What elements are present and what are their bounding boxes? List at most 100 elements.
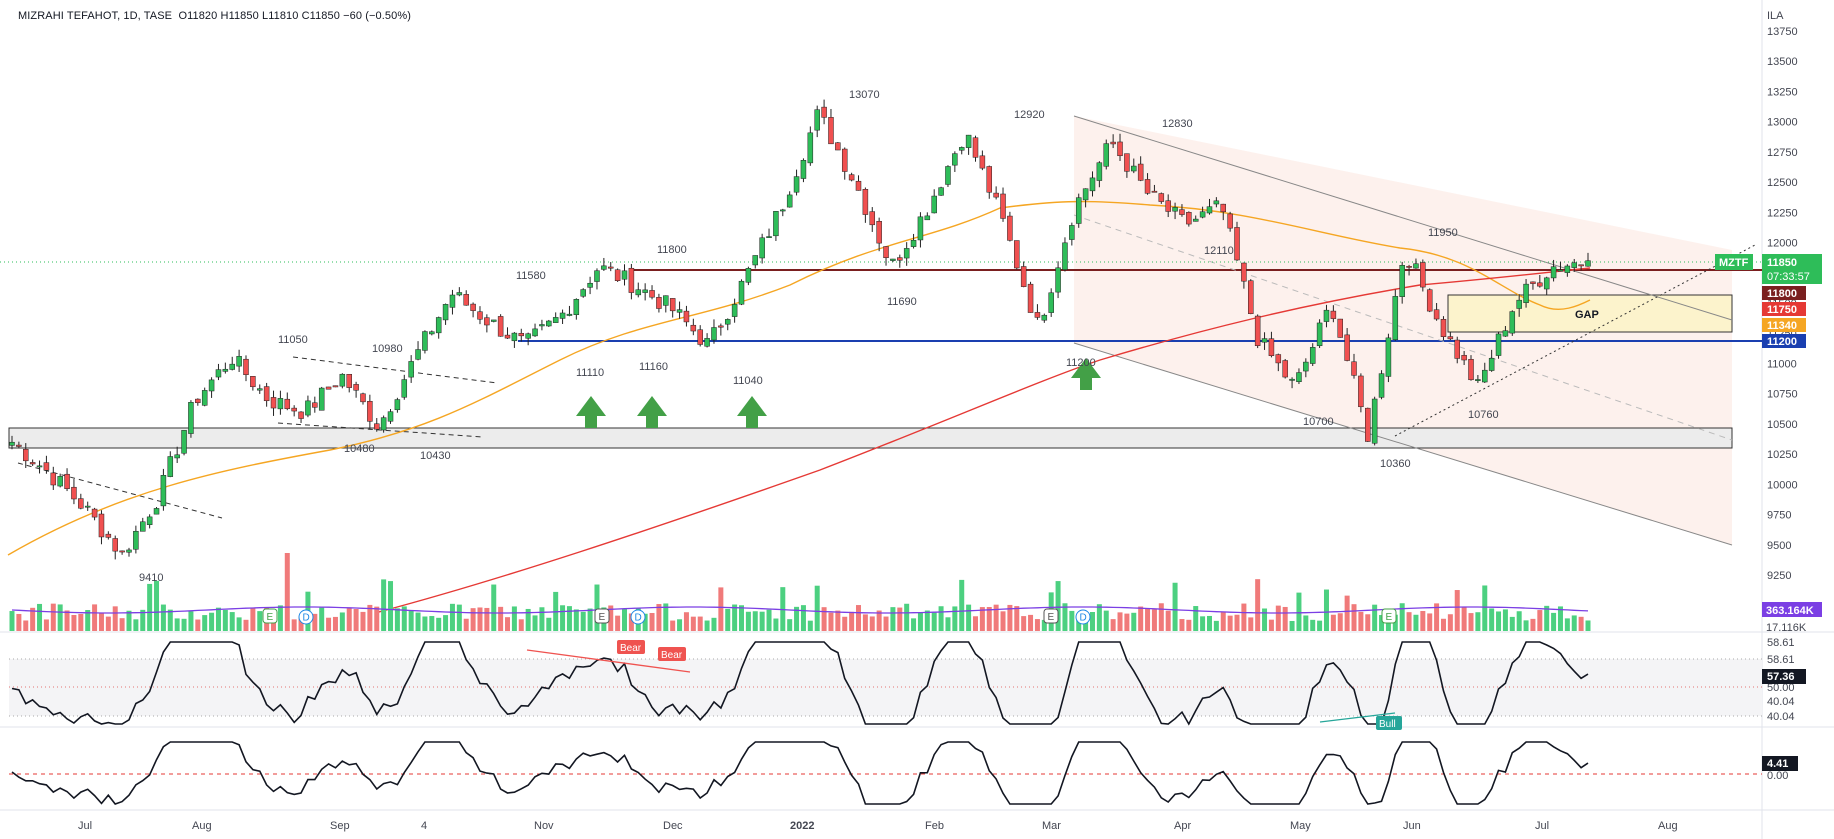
candle (360, 393, 366, 403)
candle (663, 295, 669, 306)
volume-bar (663, 603, 669, 631)
svg-text:Feb: Feb (925, 820, 944, 832)
volume-bar (525, 608, 531, 631)
candle (236, 356, 242, 367)
rsi-value-tag: 57.36 (1767, 671, 1795, 683)
volume-bar (23, 620, 29, 631)
candle (449, 294, 456, 308)
candle (29, 462, 36, 465)
volume-bar (167, 609, 173, 631)
candle (1406, 266, 1412, 268)
candle (1482, 369, 1488, 383)
volume-bar (298, 616, 304, 631)
candle (456, 292, 463, 296)
volume-bar (188, 611, 194, 631)
support-arrows (576, 358, 1101, 428)
volume-bar (1434, 603, 1440, 631)
candle (270, 397, 277, 409)
interval: 1D (123, 10, 138, 22)
volume-bar (1275, 605, 1281, 631)
candle (36, 465, 43, 468)
low-label: 11690 (887, 296, 917, 308)
low-label: 10700 (1303, 416, 1334, 428)
candle (1020, 266, 1027, 287)
volume-bar (1585, 620, 1591, 631)
low-label: 9410 (139, 572, 163, 584)
volume-bar (1213, 620, 1219, 631)
candle (1303, 361, 1309, 372)
candle (855, 180, 862, 191)
volume-bar (1475, 612, 1481, 631)
svg-text:2022: 2022 (790, 820, 814, 832)
candle (291, 407, 297, 412)
volume-bar (1248, 617, 1254, 631)
candle (945, 166, 951, 185)
volume-bar (394, 608, 400, 631)
candle (325, 386, 332, 390)
volume-bar (312, 613, 318, 631)
candle (112, 538, 118, 552)
svg-text:D: D (303, 613, 310, 624)
candle (958, 147, 965, 151)
volume-bar (1578, 616, 1584, 631)
volume-bar (71, 614, 77, 631)
volume-bar (1165, 610, 1171, 631)
price-tick-label: 9250 (1767, 570, 1791, 582)
volume-bar (1496, 611, 1502, 631)
candle (1089, 177, 1096, 192)
volume-bar (1145, 608, 1151, 631)
volume-bar (979, 607, 985, 631)
volume-bar (622, 608, 628, 631)
volume-bar (37, 603, 43, 631)
candle (167, 456, 174, 477)
volume-bar (505, 617, 511, 631)
volume-bar (1379, 615, 1385, 631)
event-marks[interactable]: E D E D E D E (262, 608, 1397, 625)
countdown-tag: 07:33:57 (1767, 271, 1810, 283)
volume-bar (1007, 604, 1013, 631)
candle (656, 297, 662, 309)
volume-bar (1489, 608, 1495, 631)
up-arrow-icon (1071, 358, 1101, 390)
candle (972, 137, 979, 158)
ohlc-readout: O11820 H11850 L11810 C11850 −60 (−0.50%) (178, 10, 411, 22)
candle (1206, 206, 1213, 214)
volume-bar (16, 613, 22, 631)
price-tick-label: 10250 (1767, 449, 1798, 461)
candle (546, 320, 552, 327)
svg-text:58.61: 58.61 (1767, 654, 1795, 666)
volume-bar (436, 617, 442, 631)
candle (1275, 354, 1282, 364)
volume-bar (50, 603, 56, 631)
volume-bar (849, 611, 855, 631)
volume-bar (814, 585, 820, 631)
candle (793, 176, 800, 193)
volume-bar (1117, 612, 1123, 631)
candle (807, 132, 814, 164)
low-label: 11200 (1066, 357, 1096, 369)
price-tick-label: 13500 (1767, 56, 1798, 68)
volume-bar (209, 612, 215, 631)
candle (1220, 203, 1226, 213)
volume-bar (140, 609, 146, 631)
volume-bar (160, 604, 166, 631)
volume-bar (952, 606, 958, 631)
volume-bar (945, 617, 951, 631)
candle (243, 358, 249, 375)
candle (1344, 334, 1350, 361)
candle (642, 289, 648, 293)
volume-bar (1021, 616, 1027, 631)
candle (257, 388, 263, 391)
time-axis[interactable]: Jul Aug Sep 4 Nov Dec 2022 Feb Mar Apr M… (78, 820, 1678, 832)
ticker-tag: MZTF (1719, 257, 1749, 269)
svg-text:Nov: Nov (534, 820, 554, 832)
volume-bar (642, 613, 648, 631)
candle (1316, 322, 1323, 347)
candle (1289, 378, 1295, 381)
candle (607, 266, 614, 269)
volume-bar (1351, 604, 1357, 631)
svg-text:Apr: Apr (1174, 820, 1191, 832)
candle (1151, 190, 1158, 193)
candle (1144, 179, 1151, 194)
